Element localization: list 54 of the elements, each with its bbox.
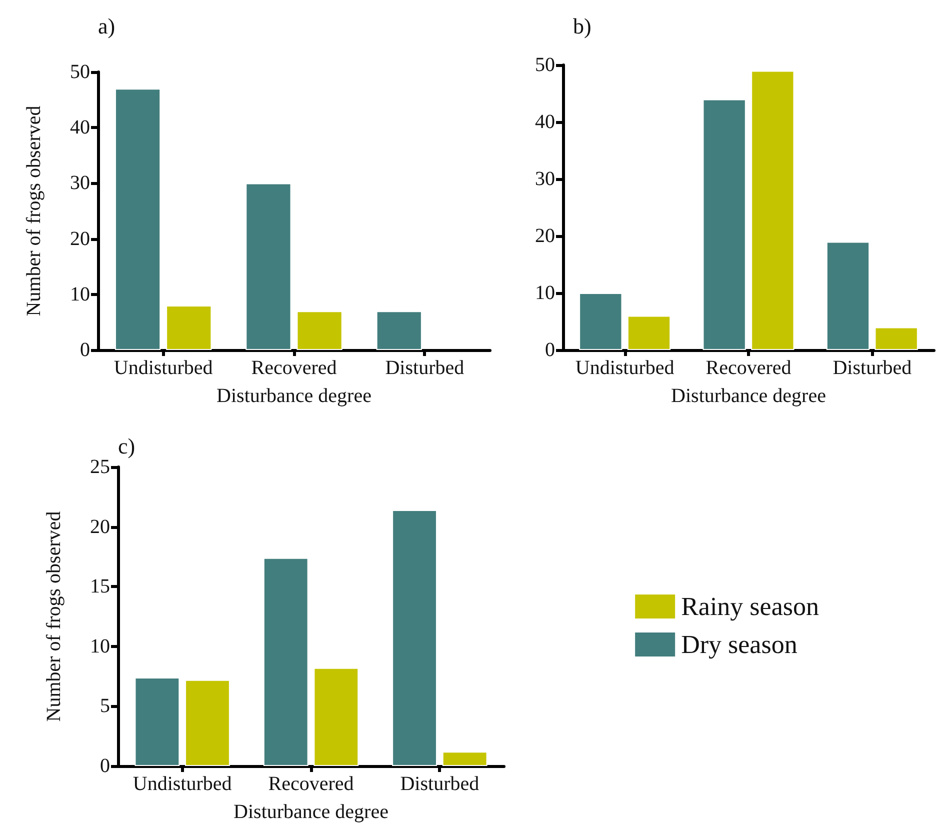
bar (751, 70, 794, 350)
y-tick-label: 20 (70, 228, 90, 250)
legend-label: Dry season (681, 630, 798, 659)
bar (627, 316, 671, 350)
x-tick-label: Disturbed (832, 357, 912, 379)
x-tick-label: Disturbed (385, 357, 464, 379)
bar (826, 242, 870, 350)
bar (263, 558, 308, 766)
y-tick-label: 20 (90, 516, 110, 538)
y-axis-title: Number of frogs observed (23, 106, 45, 316)
x-tick-label: Undisturbed (132, 773, 232, 795)
bar (376, 311, 422, 350)
y-tick-label: 20 (535, 225, 555, 247)
y-tick-label: 50 (70, 61, 90, 83)
bar (114, 88, 161, 350)
chart-title: c) (118, 434, 136, 458)
y-tick-label: 50 (535, 54, 555, 76)
y-tick-label: 25 (90, 456, 110, 478)
x-tick-label: Disturbed (400, 773, 480, 795)
x-tick-label: Recovered (706, 357, 792, 379)
x-axis-title: Disturbance degree (234, 801, 389, 823)
y-tick-label: 15 (90, 576, 110, 598)
y-tick-label: 30 (535, 168, 555, 190)
bar (185, 680, 230, 766)
y-tick-label: 5 (100, 695, 110, 718)
bar (392, 510, 437, 766)
y-tick-label: 10 (535, 282, 555, 304)
y-tick-label: 30 (70, 172, 90, 194)
y-tick-label: 10 (70, 283, 90, 306)
chart-title: a) (98, 14, 116, 38)
y-axis-title: Number of frogs observed (43, 511, 65, 722)
bar (296, 311, 342, 350)
bar (442, 752, 488, 766)
x-axis-title: Disturbance degree (216, 385, 372, 407)
bar (134, 677, 180, 766)
x-tick-label: Undisturbed (575, 357, 674, 379)
bar (579, 293, 622, 350)
y-tick-label: 40 (535, 111, 555, 133)
chart-title: b) (573, 14, 592, 38)
bar (874, 327, 918, 350)
x-tick-label: Recovered (268, 773, 354, 795)
bar (246, 183, 292, 350)
x-tick-label: Undisturbed (114, 357, 213, 379)
legend-label: Rainy season (681, 592, 819, 621)
y-tick-label: 0 (545, 339, 555, 361)
y-tick-label: 10 (90, 635, 110, 658)
x-axis-title: Disturbance degree (671, 385, 826, 407)
x-tick-label: Recovered (251, 357, 337, 379)
y-tick-label: 40 (70, 116, 90, 139)
y-tick-label: 0 (80, 339, 90, 361)
bar (702, 99, 746, 350)
bar (166, 306, 212, 350)
y-tick-label: 0 (100, 755, 110, 777)
bar (314, 668, 359, 766)
